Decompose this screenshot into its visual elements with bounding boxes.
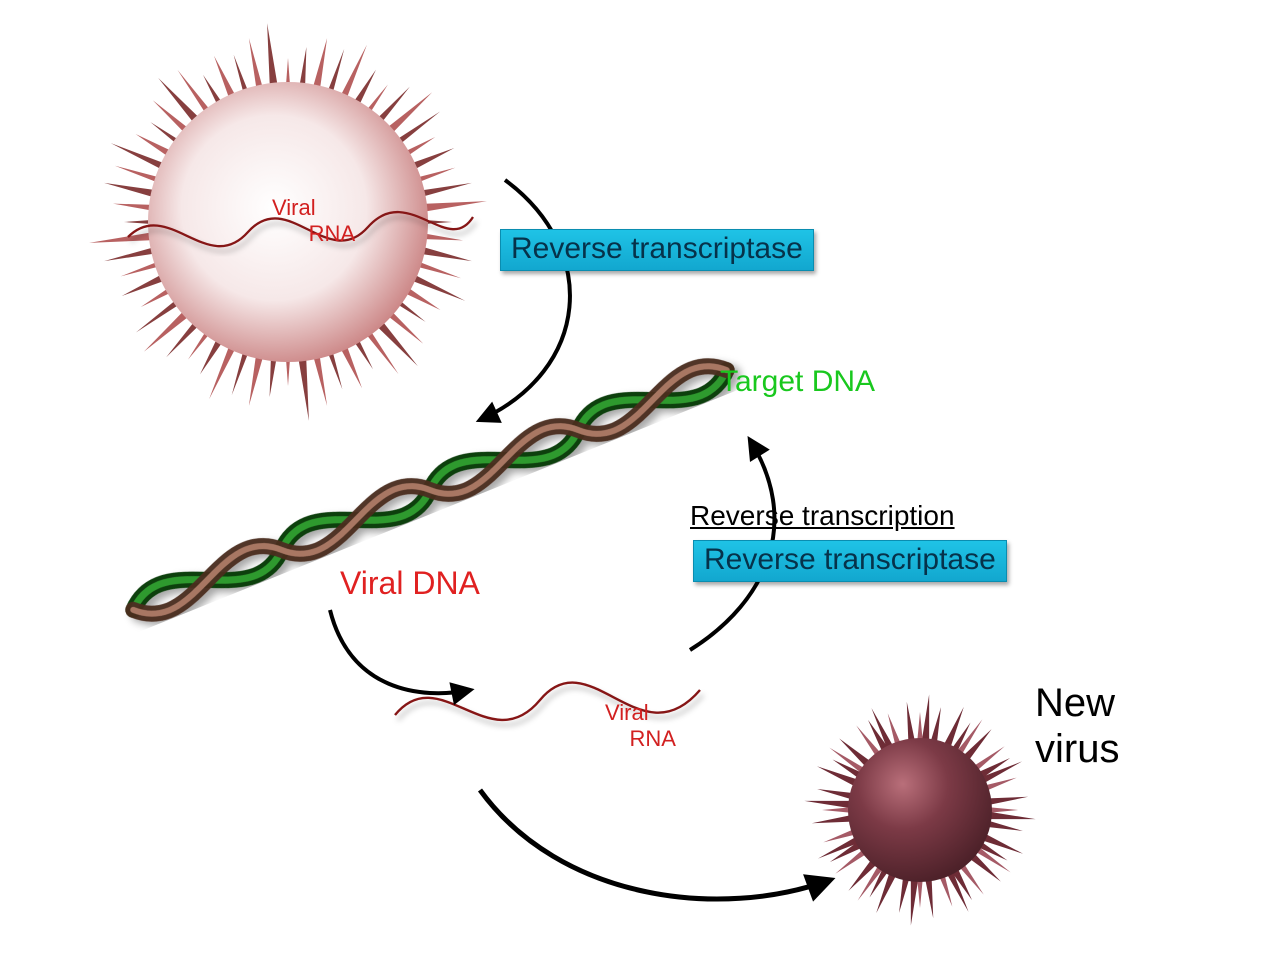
virus-small-icon: [804, 694, 1035, 925]
label-viral-dna: Viral DNA: [340, 565, 480, 602]
diagram-stage: Viral RNA Reverse transcriptase Target D…: [0, 0, 1280, 960]
diagram-svg: [0, 0, 1280, 960]
arrow-dna-to-rna: [330, 610, 470, 693]
label-viral-rna-top: Viral RNA: [272, 195, 355, 247]
enzyme-box-1: Reverse transcriptase: [500, 229, 814, 271]
label-reverse-transcription: Reverse transcription: [690, 500, 955, 532]
enzyme-box-2: Reverse transcriptase: [693, 540, 1007, 582]
arrow-rna-to-newvirus: [480, 790, 830, 899]
label-target-dna: Target DNA: [720, 365, 875, 399]
label-viral-rna-bottom: Viral RNA: [605, 700, 676, 752]
arrow-virus-to-dna: [480, 180, 570, 420]
label-new-virus: New virus: [1035, 680, 1119, 772]
